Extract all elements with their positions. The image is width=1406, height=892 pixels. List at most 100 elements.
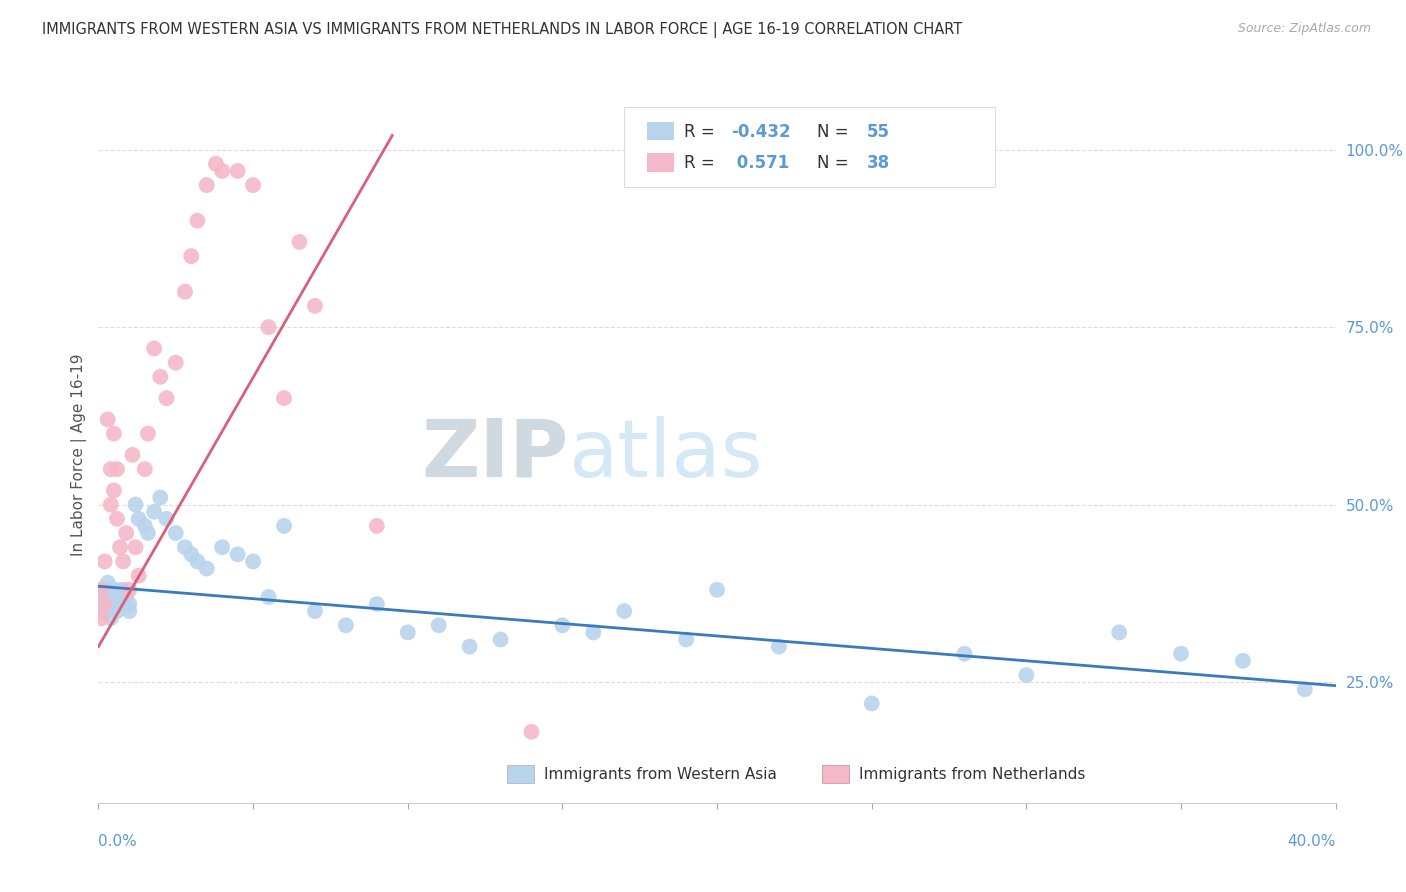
Point — [226, 164, 249, 178]
Point — [115, 590, 138, 604]
Y-axis label: In Labor Force | Age 16-19: In Labor Force | Age 16-19 — [72, 353, 87, 557]
Point — [613, 604, 636, 618]
Point — [93, 554, 115, 568]
Text: 38: 38 — [866, 154, 890, 172]
Point — [366, 519, 388, 533]
Text: 40.0%: 40.0% — [1288, 834, 1336, 849]
Point — [273, 519, 295, 533]
Point — [149, 491, 172, 505]
Point — [155, 512, 177, 526]
Point — [174, 540, 197, 554]
Point — [1232, 654, 1254, 668]
Point — [288, 235, 311, 249]
Point — [205, 157, 228, 171]
Point — [195, 561, 218, 575]
Point — [953, 647, 976, 661]
Point — [1294, 682, 1316, 697]
Point — [1108, 625, 1130, 640]
Point — [128, 568, 150, 582]
Point — [90, 582, 112, 597]
Point — [242, 178, 264, 193]
Text: R =: R = — [683, 154, 720, 172]
Point — [100, 462, 122, 476]
Text: -0.432: -0.432 — [731, 123, 790, 141]
Point — [97, 412, 120, 426]
Point — [860, 697, 883, 711]
Text: 55: 55 — [866, 123, 890, 141]
Point — [458, 640, 481, 654]
Point — [143, 342, 166, 356]
Point — [257, 320, 280, 334]
Point — [520, 724, 543, 739]
Point — [211, 540, 233, 554]
Point — [136, 426, 159, 441]
Text: Immigrants from Western Asia: Immigrants from Western Asia — [544, 767, 776, 781]
Point — [226, 547, 249, 561]
Point — [124, 540, 146, 554]
Point — [93, 597, 115, 611]
Point — [396, 625, 419, 640]
Text: R =: R = — [683, 123, 720, 141]
Text: N =: N = — [817, 154, 855, 172]
Point — [180, 249, 202, 263]
Point — [257, 590, 280, 604]
Point — [195, 178, 218, 193]
Point — [211, 164, 233, 178]
Point — [105, 462, 128, 476]
Point — [149, 369, 172, 384]
FancyBboxPatch shape — [647, 121, 673, 140]
Point — [186, 213, 208, 227]
Point — [1015, 668, 1038, 682]
Point — [100, 498, 122, 512]
Point — [768, 640, 790, 654]
Point — [105, 582, 128, 597]
Point — [155, 391, 177, 405]
Point — [427, 618, 450, 632]
Point — [582, 625, 605, 640]
Point — [128, 512, 150, 526]
Point — [118, 604, 141, 618]
Point — [165, 526, 187, 541]
Point — [112, 554, 135, 568]
Point — [1170, 647, 1192, 661]
Point — [90, 611, 112, 625]
Point — [489, 632, 512, 647]
Point — [103, 483, 125, 498]
Text: 0.0%: 0.0% — [98, 834, 138, 849]
Point — [103, 590, 125, 604]
Point — [93, 604, 115, 618]
Point — [103, 426, 125, 441]
Point — [108, 540, 131, 554]
Point — [304, 299, 326, 313]
Text: Immigrants from Netherlands: Immigrants from Netherlands — [859, 767, 1085, 781]
Point — [165, 356, 187, 370]
Point — [134, 519, 156, 533]
Point — [100, 582, 122, 597]
Point — [103, 597, 125, 611]
Point — [186, 554, 208, 568]
Point — [136, 526, 159, 541]
Point — [180, 547, 202, 561]
Text: 0.571: 0.571 — [731, 154, 789, 172]
FancyBboxPatch shape — [647, 153, 673, 172]
Point — [706, 582, 728, 597]
Point — [118, 582, 141, 597]
Text: ZIP: ZIP — [422, 416, 568, 494]
FancyBboxPatch shape — [506, 764, 534, 783]
Point — [551, 618, 574, 632]
Point — [304, 604, 326, 618]
Point — [97, 597, 120, 611]
Point — [90, 582, 112, 597]
Point — [124, 498, 146, 512]
Point — [108, 597, 131, 611]
Point — [366, 597, 388, 611]
Point — [90, 597, 112, 611]
Point — [143, 505, 166, 519]
Point — [105, 604, 128, 618]
Text: atlas: atlas — [568, 416, 763, 494]
Point — [100, 611, 122, 625]
Point — [335, 618, 357, 632]
Point — [97, 575, 120, 590]
Point — [118, 597, 141, 611]
Point — [675, 632, 697, 647]
